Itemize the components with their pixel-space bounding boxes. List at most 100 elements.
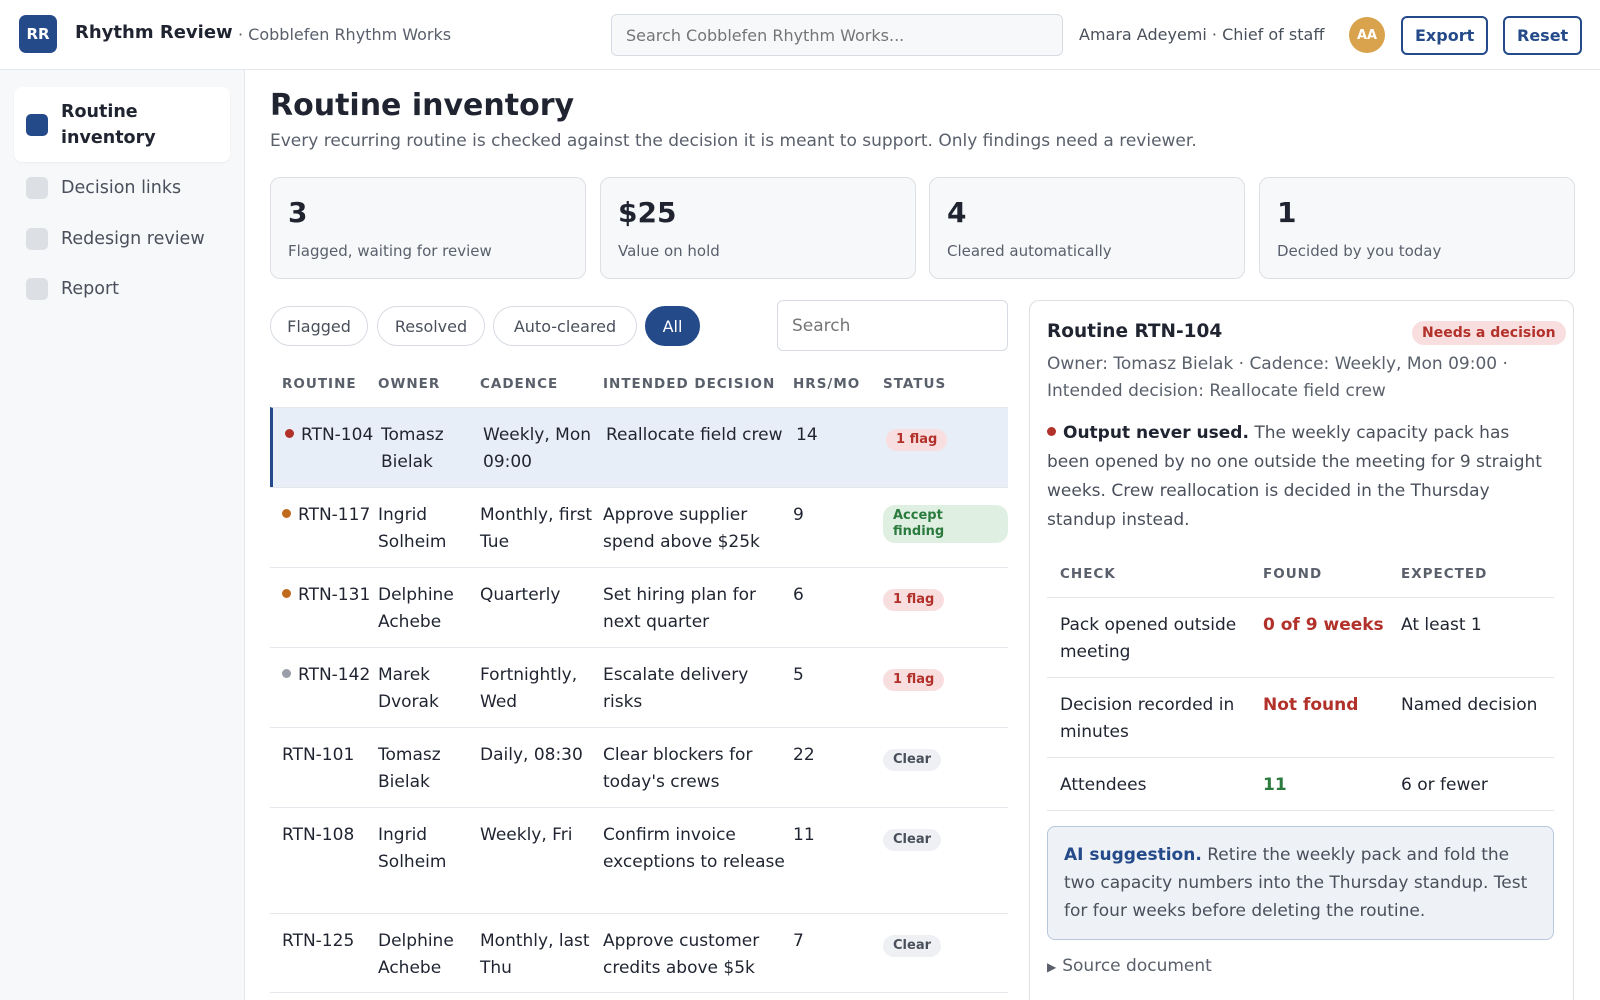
- table-row[interactable]: RTN-101 Tomasz Bielak Daily, 08:30 Clear…: [270, 727, 1008, 807]
- owner: Marek Dvorak: [378, 665, 439, 712]
- stat-label: Flagged, waiting for review: [288, 242, 492, 260]
- hours: 5: [793, 665, 804, 685]
- status-dot-icon: [282, 668, 291, 678]
- owner: Delphine Achebe: [378, 585, 454, 632]
- status-badge: Needs a decision: [1412, 321, 1566, 345]
- routine-id: RTN-125: [282, 931, 355, 951]
- avatar[interactable]: AA: [1349, 17, 1385, 53]
- cadence: Weekly, Mon 09:00: [483, 425, 592, 472]
- ai-suggestion: AI suggestion. Retire the weekly pack an…: [1047, 826, 1554, 940]
- col-header-routine[interactable]: ROUTINE: [282, 376, 357, 392]
- page-title: Routine inventory: [270, 88, 575, 123]
- table-row[interactable]: RTN-104 Tomasz Bielak Weekly, Mon 09:00 …: [270, 407, 1008, 487]
- page-subtitle: Every recurring routine is checked again…: [270, 131, 1197, 151]
- owner: Ingrid Solheim: [378, 505, 447, 552]
- alert-dot-icon: [1047, 426, 1056, 436]
- detail-panel: Routine RTN-104 Needs a decision Owner: …: [1029, 300, 1574, 1000]
- global-search-input[interactable]: [611, 14, 1063, 56]
- col-header-owner[interactable]: OWNER: [378, 376, 441, 392]
- source-document-toggle[interactable]: ▶ Source document: [1047, 956, 1212, 976]
- hours: 7: [793, 931, 804, 951]
- status-badge: Clear: [883, 745, 941, 772]
- table-row[interactable]: RTN-108 Ingrid Solheim Weekly, Fri Confi…: [270, 807, 1008, 913]
- stat-value: 3: [288, 196, 308, 229]
- hours: 14: [796, 425, 818, 445]
- col-header-hrs[interactable]: HRS/MO: [793, 376, 861, 392]
- hours: 9: [793, 505, 804, 525]
- disclosure-triangle-icon: ▶: [1047, 960, 1057, 974]
- export-button[interactable]: Export: [1401, 16, 1488, 55]
- nav-square-icon: [26, 228, 48, 250]
- finding-text: Output never used. The weekly capacity p…: [1047, 419, 1547, 535]
- hours: 11: [793, 825, 815, 845]
- check-name: Decision recorded in minutes: [1060, 695, 1235, 742]
- routine-id: RTN-142: [282, 662, 374, 689]
- table-search-input[interactable]: [777, 300, 1008, 351]
- hours: 22: [793, 745, 815, 765]
- sidebar-item-decision-links[interactable]: Decision links: [14, 168, 230, 208]
- ai-suggestion-text: Retire the weekly pack and fold the two …: [1064, 845, 1528, 921]
- stat-card-decided-today: 1 Decided by you today: [1259, 177, 1575, 279]
- routine-id: RTN-131: [282, 582, 374, 609]
- status-badge: 1 flag: [886, 425, 948, 452]
- check-found: 11: [1263, 775, 1287, 795]
- owner: Tomasz Bielak: [378, 745, 441, 792]
- filter-flagged[interactable]: Flagged: [270, 306, 368, 346]
- nav-square-icon: [26, 177, 48, 199]
- detail-title: Routine RTN-104: [1047, 321, 1223, 342]
- cadence: Daily, 08:30: [480, 745, 583, 765]
- finding-body: The weekly capacity pack has been opened…: [1047, 423, 1542, 530]
- stat-card-cleared: 4 Cleared automatically: [929, 177, 1245, 279]
- col-header-found: FOUND: [1263, 566, 1323, 582]
- col-header-check: CHECK: [1060, 566, 1116, 582]
- filter-all[interactable]: All: [645, 306, 700, 346]
- stat-label: Cleared automatically: [947, 242, 1112, 260]
- intended-decision: Reallocate field crew: [606, 425, 783, 445]
- owner: Ingrid Solheim: [378, 825, 447, 872]
- nav-square-icon: [26, 278, 48, 300]
- check-name: Pack opened outside meeting: [1060, 615, 1237, 662]
- col-header-status[interactable]: STATUS: [883, 376, 947, 392]
- check-expected: Named decision: [1401, 695, 1538, 715]
- sidebar-item-redesign-review[interactable]: Redesign review: [14, 219, 230, 259]
- sidebar-item-report[interactable]: Report: [14, 269, 230, 309]
- cadence: Quarterly: [480, 585, 561, 605]
- col-header-cadence[interactable]: CADENCE: [480, 376, 559, 392]
- sidebar-item-label: Routine inventory: [61, 101, 156, 148]
- hours: 6: [793, 585, 804, 605]
- filter-auto-cleared[interactable]: Auto-cleared: [493, 306, 637, 346]
- col-header-expected: EXPECTED: [1401, 566, 1488, 582]
- sidebar-item-routine-inventory[interactable]: Routine inventory: [14, 87, 230, 162]
- owner: Tomasz Bielak: [381, 425, 444, 472]
- app-logo: RR: [19, 15, 57, 53]
- status-badge: 1 flag: [883, 665, 945, 692]
- stat-card-flagged: 3 Flagged, waiting for review: [270, 177, 586, 279]
- table-row[interactable]: RTN-131 Delphine Achebe Quarterly Set hi…: [270, 567, 1008, 647]
- sidebar-item-label: Report: [61, 279, 120, 299]
- check-expected: 6 or fewer: [1401, 775, 1488, 795]
- sidebar-item-label: Decision links: [61, 178, 182, 198]
- ai-suggestion-label: AI suggestion.: [1064, 845, 1202, 865]
- table-row[interactable]: RTN-117 Ingrid Solheim Monthly, first Tu…: [270, 487, 1008, 567]
- col-header-intended-decision[interactable]: INTENDED DECISION: [603, 376, 776, 392]
- table-row[interactable]: RTN-125 Delphine Achebe Monthly, last Th…: [270, 913, 1008, 993]
- routine-id: RTN-108: [282, 825, 355, 845]
- intended-decision: Escalate delivery risks: [603, 665, 749, 712]
- stat-card-value-on-hold: $25 Value on hold: [600, 177, 916, 279]
- stat-label: Value on hold: [618, 242, 720, 260]
- filter-resolved[interactable]: Resolved: [377, 306, 485, 346]
- reset-button[interactable]: Reset: [1503, 16, 1582, 55]
- nav-square-icon: [26, 113, 48, 136]
- routine-id: RTN-101: [282, 745, 355, 765]
- status-badge: Clear: [883, 931, 941, 958]
- cadence: Monthly, last Thu: [480, 931, 590, 978]
- table-row[interactable]: RTN-142 Marek Dvorak Fortnightly, Wed Es…: [270, 647, 1008, 727]
- status-badge: Accept finding: [883, 505, 1008, 544]
- check-found: Not found: [1263, 695, 1359, 715]
- cadence: Fortnightly, Wed: [480, 665, 578, 712]
- user-label: Amara Adeyemi · Chief of staff: [1079, 25, 1325, 44]
- intended-decision: Approve supplier spend above $25k: [603, 505, 760, 552]
- finding-title: Output never used.: [1063, 423, 1249, 443]
- check-row: Attendees 11 6 or fewer: [1047, 757, 1554, 811]
- intended-decision: Set hiring plan for next quarter: [603, 585, 756, 632]
